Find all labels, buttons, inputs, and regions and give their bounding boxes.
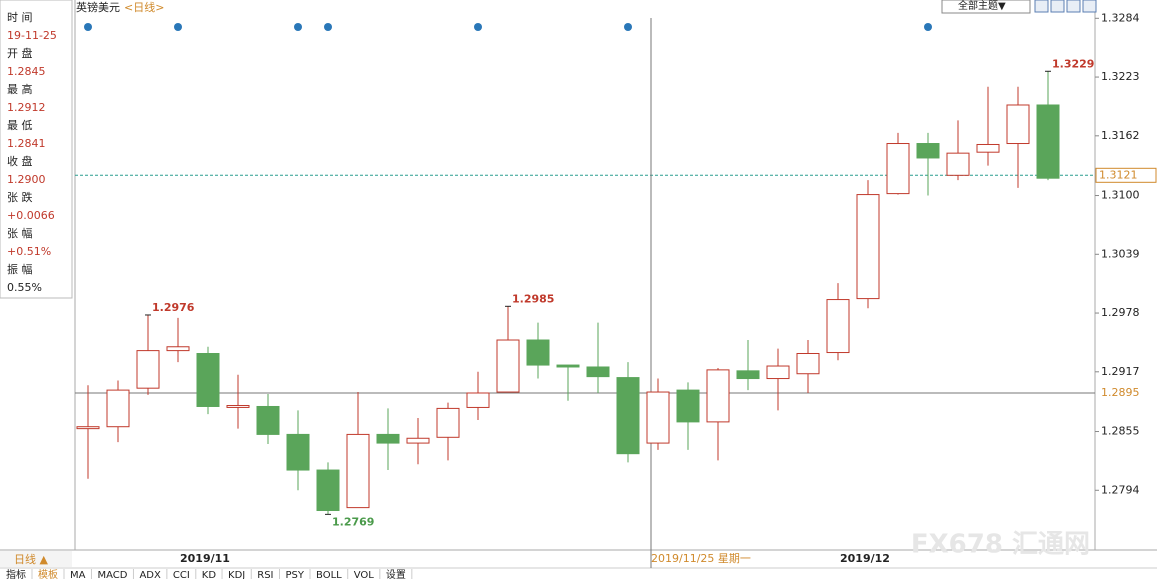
tab[interactable]: 设置 [386, 569, 406, 579]
theme-button-label[interactable]: 全部主题▼ [958, 0, 1006, 12]
candle-body [136, 350, 160, 389]
info-value: 1.2912 [7, 101, 46, 114]
candle-body [256, 405, 280, 435]
candle-body [346, 433, 370, 509]
x-tick-label: 2019/11 [180, 552, 230, 565]
candle-body [166, 346, 190, 352]
y-tick-label: 1.2917 [1101, 365, 1140, 378]
y-tick-label: 1.3162 [1101, 129, 1140, 142]
info-value: +0.51% [7, 245, 51, 258]
candle-body [556, 364, 580, 368]
tab[interactable]: 模板 [38, 568, 58, 579]
candle-body [946, 152, 970, 176]
candle-body [706, 369, 730, 423]
candle-body [376, 433, 400, 444]
candle-body [316, 469, 340, 512]
last-price-box [1095, 167, 1157, 183]
candle-body [106, 389, 130, 428]
candle-body [736, 370, 760, 380]
candle-body [826, 299, 850, 354]
period-button[interactable] [0, 551, 72, 567]
info-label: 开 盘 [7, 46, 33, 60]
y-tick-label: 1.3100 [1101, 189, 1140, 202]
last-price-label: 1.3121 [1099, 168, 1138, 181]
candle-body [886, 143, 910, 195]
high-annotation: 1.3229 [1052, 57, 1094, 70]
tab[interactable]: VOL [354, 570, 375, 579]
high-annotation: 1.2976 [152, 301, 195, 314]
y-tick-label: 1.2978 [1101, 306, 1140, 319]
event-markers [84, 23, 932, 31]
info-value: 1.2841 [7, 137, 46, 150]
y-tick-label: 1.2855 [1101, 425, 1140, 438]
info-value: 19-11-25 [7, 29, 57, 42]
tab[interactable]: MACD [97, 570, 127, 579]
low-annotation: 1.2769 [332, 515, 374, 528]
candle-body [526, 339, 550, 366]
candle-body [916, 143, 940, 159]
candle-body [226, 405, 250, 408]
tab[interactable]: RSI [257, 570, 273, 579]
info-label: 时 间 [7, 11, 33, 24]
tab[interactable]: PSY [286, 570, 305, 579]
candle-body [286, 433, 310, 471]
tab[interactable]: BOLL [316, 570, 342, 579]
candle-body [646, 391, 670, 444]
candle-body [616, 377, 640, 455]
candle-body [766, 365, 790, 380]
x-tick-label: 2019/12 [840, 552, 890, 565]
y-tick-label: 1.3039 [1101, 247, 1140, 260]
candle-body [466, 392, 490, 408]
candle-body [676, 389, 700, 423]
high-annotation: 1.2985 [512, 292, 554, 305]
info-value: 1.2845 [7, 65, 46, 78]
crosshair-price-label: 1.2895 [1101, 386, 1140, 399]
candle-body [1006, 104, 1030, 145]
info-label: 最 高 [7, 82, 33, 96]
info-label: 最 低 [7, 119, 33, 132]
chart-title: 英镑美元 [76, 0, 120, 14]
tab[interactable]: ADX [139, 570, 161, 579]
info-panel [0, 0, 73, 299]
candle-body [586, 366, 610, 378]
period-button-label[interactable]: 日线 ▲ [14, 552, 48, 566]
y-tick-label: 1.3223 [1101, 70, 1140, 83]
candle-body [196, 353, 220, 407]
tab[interactable]: KDJ [228, 570, 245, 579]
tab[interactable]: 指标 [6, 568, 26, 579]
candle-body [76, 426, 100, 430]
info-label: 振 幅 [7, 262, 33, 276]
info-value: 1.2900 [7, 173, 46, 186]
y-tick-label: 1.3284 [1101, 11, 1140, 24]
candle-body [856, 194, 880, 300]
tab[interactable]: CCI [173, 570, 190, 579]
info-label: 收 盘 [7, 154, 33, 168]
tab[interactable]: KD [202, 570, 217, 579]
info-value: +0.0066 [7, 209, 55, 222]
info-label: 张 幅 [7, 227, 33, 240]
candle-body [496, 339, 520, 393]
y-tick-label: 1.2794 [1101, 483, 1140, 496]
candle-body [796, 353, 820, 375]
candle-body [1036, 104, 1060, 179]
crosshair-date-label: 2019/11/25 星期一 [651, 552, 751, 565]
candle-body [406, 437, 430, 444]
candle-body [976, 143, 1000, 153]
candle-body [436, 407, 460, 438]
info-value: 0.55% [7, 281, 42, 294]
tab[interactable]: MA [70, 570, 86, 579]
watermark: FX678 汇通网 [911, 530, 1090, 560]
info-label: 张 跌 [7, 190, 33, 204]
theme-button[interactable] [941, 0, 1031, 14]
period-label: <日线> [124, 0, 164, 14]
toolbar-icons[interactable] [1034, 0, 1097, 13]
